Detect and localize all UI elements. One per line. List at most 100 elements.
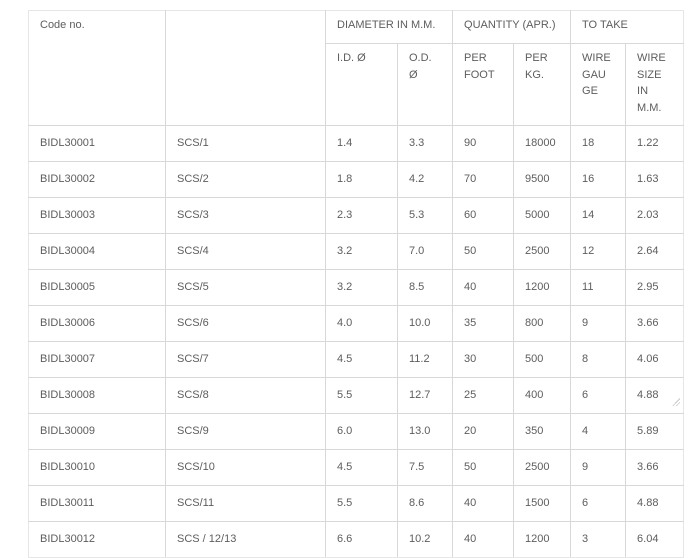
cell-od-diameter: 8.5 — [396, 269, 454, 306]
cell-id-diameter: 3.2 — [325, 233, 398, 270]
spec-table-container: Code no. DIAMETER IN M.M. QUANTITY (APR.… — [28, 10, 685, 558]
cell-wire-gauge: 9 — [570, 449, 627, 486]
table-row: BIDL30012 SCS / 12/13 6.6 10.2 40 1200 3 6.04 — [28, 521, 685, 558]
cell-per-foot: 25 — [452, 377, 515, 414]
header-type — [165, 10, 326, 126]
cell-code-no: BIDL30011 — [28, 485, 166, 522]
cell-wire-size-mm: 2.64 — [625, 233, 685, 270]
cell-per-foot: 50 — [452, 449, 515, 486]
cell-code-no: BIDL30002 — [28, 161, 166, 198]
cell-wire-gauge: 9 — [570, 305, 627, 342]
cell-per-kg: 800 — [513, 305, 572, 342]
cell-wire-gauge: 18 — [570, 125, 627, 162]
cell-od-diameter: 11.2 — [396, 341, 454, 378]
table-row: BIDL30005 SCS/5 3.2 8.5 40 1200 11 2.95 — [28, 269, 685, 306]
cell-per-foot: 40 — [452, 269, 515, 306]
cell-type: SCS/7 — [165, 341, 326, 378]
cell-id-diameter: 6.0 — [325, 413, 398, 450]
table-row: BIDL30009 SCS/9 6.0 13.0 20 350 4 5.89 — [28, 413, 685, 450]
cell-od-diameter: 13.0 — [396, 413, 454, 450]
cell-wire-size-mm: 6.04 — [625, 521, 685, 558]
cell-wire-gauge: 4 — [570, 413, 627, 450]
table-row: BIDL30001 SCS/1 1.4 3.3 90 18000 18 1.22 — [28, 125, 685, 162]
cell-od-diameter: 7.5 — [396, 449, 454, 486]
cell-type: SCS/2 — [165, 161, 326, 198]
header-group-to-take: TO TAKE — [570, 10, 685, 44]
cell-wire-gauge: 11 — [570, 269, 627, 306]
cell-code-no: BIDL30001 — [28, 125, 166, 162]
cell-od-diameter: 7.0 — [396, 233, 454, 270]
cell-per-foot: 90 — [452, 125, 515, 162]
cell-type: SCS/5 — [165, 269, 326, 306]
cell-wire-size-mm: 4.88 — [625, 377, 685, 414]
cell-per-kg: 2500 — [513, 233, 572, 270]
cell-wire-size-mm: 3.66 — [625, 449, 685, 486]
cell-wire-gauge: 8 — [570, 341, 627, 378]
cell-wire-gauge: 6 — [570, 377, 627, 414]
cell-per-foot: 20 — [452, 413, 515, 450]
cell-code-no: BIDL30004 — [28, 233, 166, 270]
cell-id-diameter: 5.5 — [325, 377, 398, 414]
cell-id-diameter: 1.8 — [325, 161, 398, 198]
cell-wire-size-mm: 4.06 — [625, 341, 685, 378]
table-row: BIDL30010 SCS/10 4.5 7.5 50 2500 9 3.66 — [28, 449, 685, 486]
cell-id-diameter: 4.5 — [325, 341, 398, 378]
cell-id-diameter: 6.6 — [325, 521, 398, 558]
header-id-diameter: I.D. Ø — [325, 43, 398, 126]
cell-wire-gauge: 6 — [570, 485, 627, 522]
table-row: BIDL30007 SCS/7 4.5 11.2 30 500 8 4.06 — [28, 341, 685, 378]
table-body: BIDL30001 SCS/1 1.4 3.3 90 18000 18 1.22 BIDL300… — [28, 125, 685, 558]
header-group-quantity: QUANTITY (APR.) — [452, 10, 572, 44]
header-code-no: Code no. — [28, 10, 166, 126]
cell-code-no: BIDL30010 — [28, 449, 166, 486]
cell-id-diameter: 4.5 — [325, 449, 398, 486]
header-sub-row: I.D. Ø O.D. Ø PER FOOT PER KG. WIRE GAUG… — [29, 43, 685, 126]
cell-code-no: BIDL30005 — [28, 269, 166, 306]
cell-type: SCS/10 — [165, 449, 326, 486]
header-od-diameter: O.D. Ø — [396, 43, 454, 126]
cell-type: SCS/6 — [165, 305, 326, 342]
cell-per-foot: 60 — [452, 197, 515, 234]
cell-wire-size-mm: 4.88 — [625, 485, 685, 522]
header-per-kg: PER KG. — [513, 43, 572, 126]
cell-id-diameter: 3.2 — [325, 269, 398, 306]
cell-od-diameter: 10.2 — [396, 521, 454, 558]
cell-per-kg: 9500 — [513, 161, 572, 198]
cell-id-diameter: 5.5 — [325, 485, 398, 522]
header-per-foot: PER FOOT — [452, 43, 515, 126]
cell-code-no: BIDL30008 — [28, 377, 166, 414]
cell-per-kg: 1200 — [513, 269, 572, 306]
cell-wire-size-mm: 5.89 — [625, 413, 685, 450]
cell-per-foot: 40 — [452, 521, 515, 558]
cell-od-diameter: 4.2 — [396, 161, 454, 198]
header-wire-gauge: WIRE GAUGE — [570, 43, 627, 126]
header-group-diameter: DIAMETER IN M.M. — [324, 10, 454, 44]
header-wire-size: WIRE SIZE IN M.M. — [625, 43, 685, 126]
cell-per-kg: 18000 — [513, 125, 572, 162]
cell-od-diameter: 3.3 — [396, 125, 454, 162]
spec-table: Code no. DIAMETER IN M.M. QUANTITY (APR.… — [28, 10, 685, 558]
cell-type: SCS/11 — [165, 485, 326, 522]
cell-per-foot: 70 — [452, 161, 515, 198]
cell-per-kg: 2500 — [513, 449, 572, 486]
cell-id-diameter: 4.0 — [325, 305, 398, 342]
cell-wire-size-mm: 2.95 — [625, 269, 685, 306]
table-row: BIDL30006 SCS/6 4.0 10.0 35 800 9 3.66 — [28, 305, 685, 342]
table-resize-grip-icon[interactable] — [672, 398, 680, 406]
cell-per-kg: 1500 — [513, 485, 572, 522]
table-row: BIDL30003 SCS/3 2.3 5.3 60 5000 14 2.03 — [28, 197, 685, 234]
cell-type: SCS/4 — [165, 233, 326, 270]
cell-wire-size-mm: 1.63 — [625, 161, 685, 198]
cell-code-no: BIDL30003 — [28, 197, 166, 234]
cell-per-foot: 30 — [452, 341, 515, 378]
header-group-row: Code no. DIAMETER IN M.M. QUANTITY (APR.… — [28, 10, 685, 126]
cell-id-diameter: 1.4 — [325, 125, 398, 162]
cell-wire-size-mm: 2.03 — [625, 197, 685, 234]
cell-id-diameter: 2.3 — [325, 197, 398, 234]
cell-type: SCS/3 — [165, 197, 326, 234]
cell-per-kg: 5000 — [513, 197, 572, 234]
cell-od-diameter: 12.7 — [396, 377, 454, 414]
cell-wire-gauge: 14 — [570, 197, 627, 234]
cell-od-diameter: 8.6 — [396, 485, 454, 522]
cell-per-kg: 500 — [513, 341, 572, 378]
